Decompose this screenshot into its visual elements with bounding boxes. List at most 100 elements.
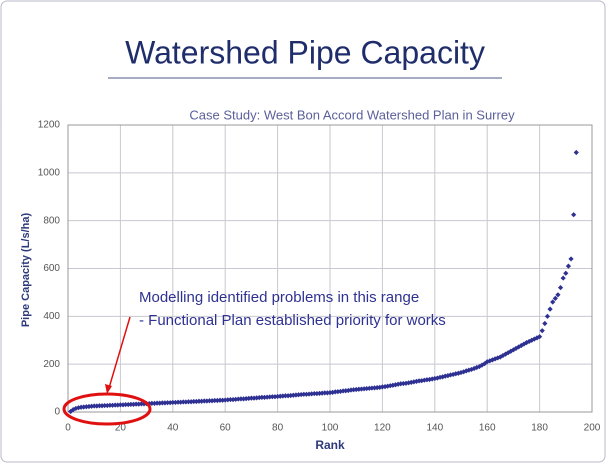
annotation: Modelling identified problems in this ra… [139,289,419,306]
point [91,403,97,409]
point [565,263,572,269]
point [120,402,126,408]
annotation: - Functional Plan established priority f… [139,312,446,329]
point [99,403,105,409]
x-tick-label: 80 [272,423,284,434]
x-tick-label: 0 [65,423,71,434]
point [539,328,545,334]
point [474,364,480,371]
point [212,397,218,404]
point [440,374,446,380]
plot-frame [67,124,593,413]
point [377,384,383,390]
point [175,399,181,405]
point [227,396,234,403]
point [502,351,509,357]
point [505,350,511,356]
point [149,400,155,406]
point [468,366,475,373]
point [563,270,569,276]
point [248,395,254,401]
point [366,385,372,391]
point [400,380,406,387]
point [348,387,354,393]
point [337,388,344,395]
arrow [108,316,131,389]
slide-title: Watershed Pipe Capacity [125,34,485,70]
y-tick-label: 0 [54,407,60,418]
point [272,394,278,400]
plot: 0 200 400 600 800 1000 1200 0 20 40 60 80 100 120 140 1… [38,120,601,434]
point [547,306,553,312]
point [419,378,425,384]
point [500,352,506,359]
point [185,399,192,405]
x-tick-label: 20 [115,423,127,434]
point [481,361,488,367]
point [479,362,485,368]
point [117,402,123,408]
point [450,371,456,378]
point [112,402,118,408]
point [285,393,291,399]
point [130,401,137,407]
point [374,385,380,391]
point [259,394,265,401]
x-tick-label: 180 [531,423,548,434]
point [303,391,310,397]
point [371,385,378,391]
y-tick-label: 1200 [38,120,61,131]
x-tick-label: 140 [426,423,443,434]
point [537,334,543,340]
y-tick-label: 400 [43,311,60,322]
point [476,363,482,370]
point [398,381,404,387]
point [128,401,134,407]
point [141,401,147,407]
point [151,400,158,406]
x-tick-label: 200 [584,423,601,434]
point [269,394,275,400]
point [238,396,244,402]
point [235,396,241,402]
point [379,384,385,390]
chart-title: Case Study: West Bon Accord Watershed Pl… [189,107,515,122]
point [170,399,176,406]
point [81,404,87,410]
point [332,389,338,395]
point [94,403,100,409]
y-axis-label: Pipe Capacity (L/s/ha) [20,213,32,328]
point [340,388,346,394]
point [243,396,249,402]
x-tick-label: 160 [479,423,496,434]
point [560,275,566,281]
point [471,365,477,372]
point [123,401,129,408]
point [217,397,223,403]
y-tick-label: 1000 [38,167,61,178]
x-tick-label: 40 [167,423,179,434]
point [555,292,561,298]
y-tick-label: 800 [43,215,60,226]
point [552,295,558,301]
x-axis-label: Rank [315,438,345,452]
point [154,400,160,406]
point [309,391,315,397]
point [104,402,110,409]
point [96,403,103,409]
point [531,336,537,342]
x-tick-label: 60 [220,423,232,434]
point [136,401,142,407]
point [387,383,393,389]
point [196,398,202,404]
point [369,385,375,391]
point [526,338,532,345]
point [301,391,307,397]
point [201,398,207,404]
point [568,256,574,262]
point [406,380,412,386]
point [466,367,472,373]
point [353,386,359,393]
